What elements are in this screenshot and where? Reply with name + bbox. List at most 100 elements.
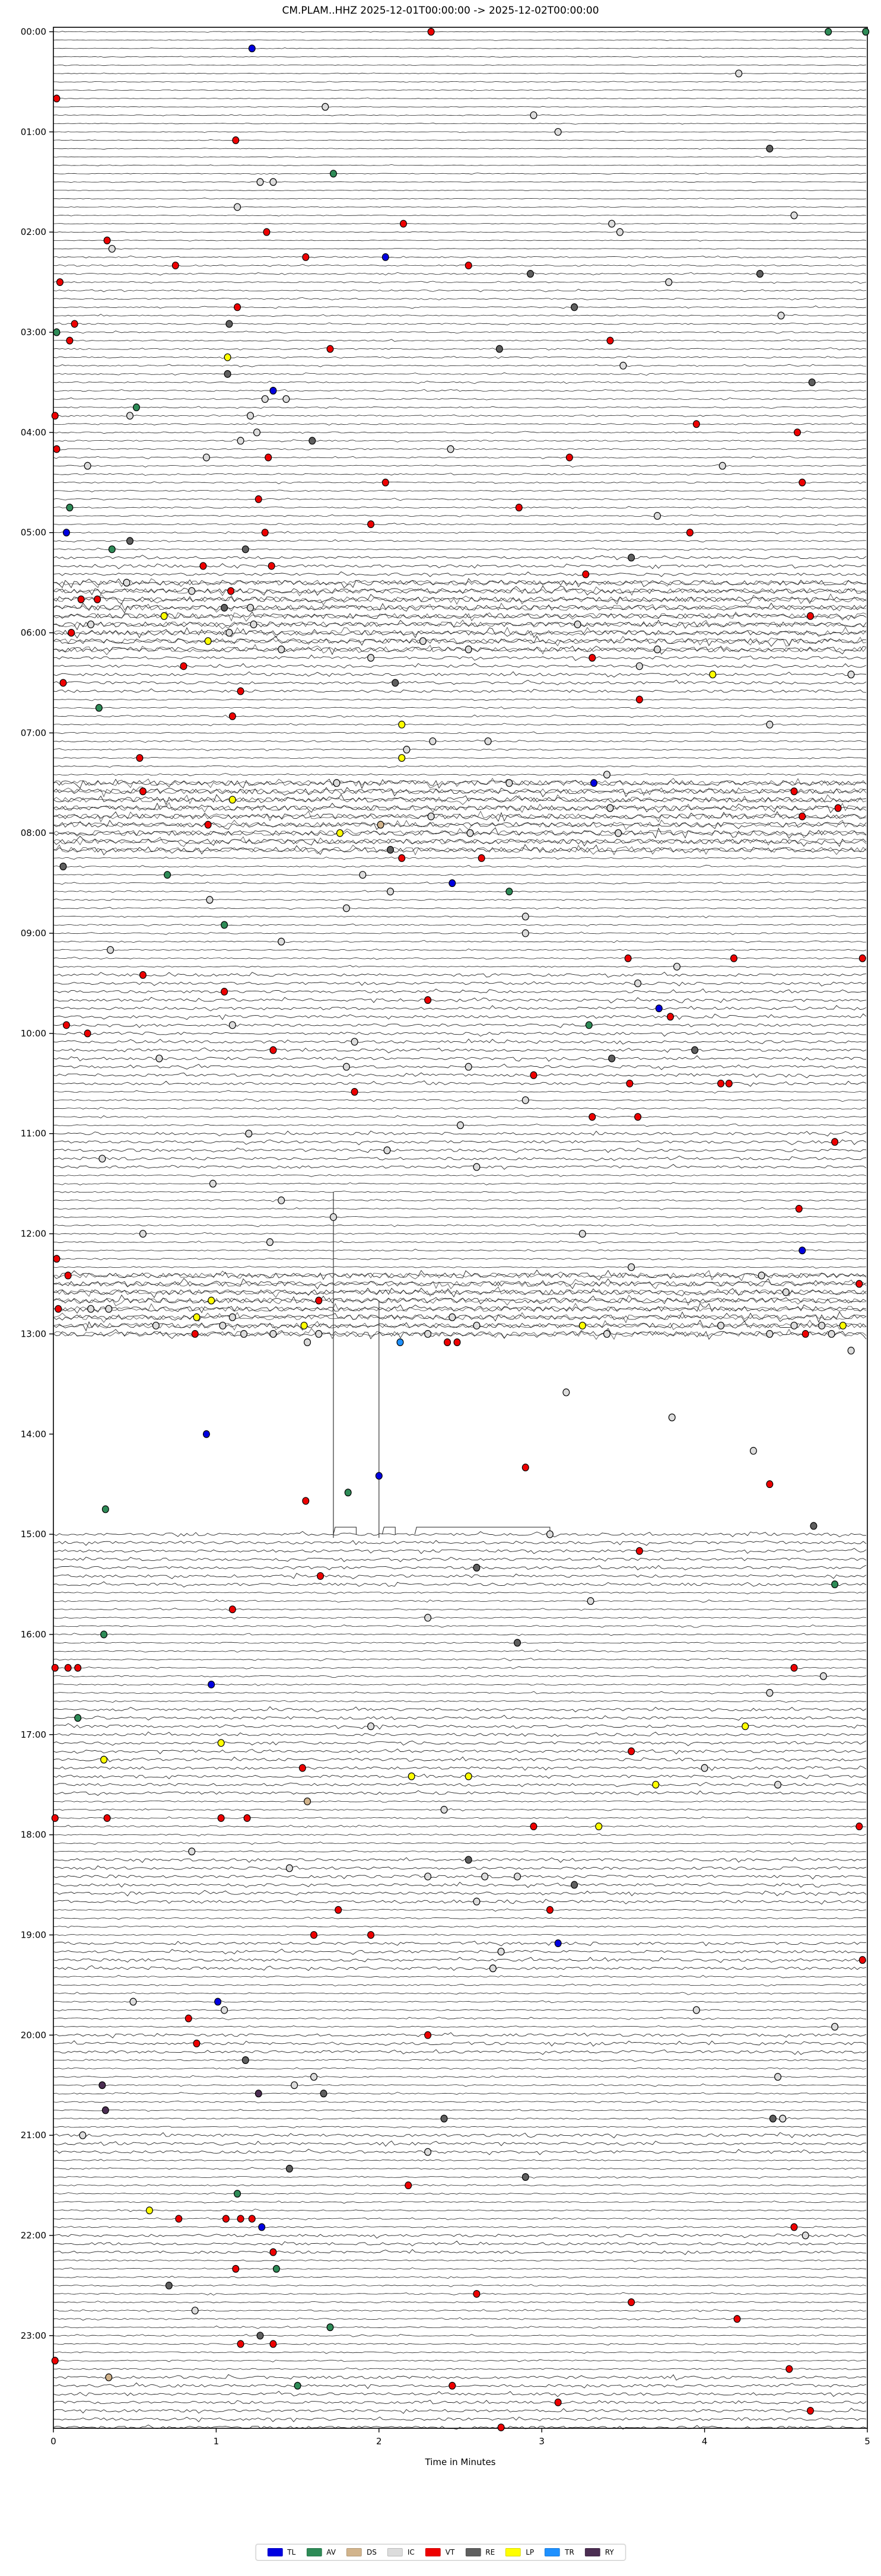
x-axis-label: Time in Minutes bbox=[425, 2457, 496, 2467]
event-marker-VT bbox=[103, 236, 111, 244]
trace-line bbox=[53, 1700, 867, 1703]
trace-line bbox=[53, 778, 867, 788]
trace-line bbox=[53, 1287, 867, 1299]
event-marker-LP bbox=[465, 1772, 472, 1780]
event-marker-VT bbox=[139, 787, 147, 796]
legend-item-RY: RY bbox=[584, 2548, 614, 2556]
event-marker-IC bbox=[692, 2006, 700, 2014]
event-marker-TL bbox=[269, 387, 277, 395]
trace-line bbox=[53, 836, 867, 847]
event-marker-VT bbox=[193, 2039, 201, 2047]
event-marker-VT bbox=[255, 495, 262, 503]
trace-line bbox=[53, 1782, 867, 1788]
legend-label: DS bbox=[366, 2548, 377, 2556]
trace-line bbox=[53, 1198, 867, 1203]
event-marker-RE bbox=[126, 537, 133, 545]
event-marker-VT bbox=[686, 529, 694, 537]
event-marker-VT bbox=[237, 2340, 244, 2348]
trace-line bbox=[53, 339, 867, 342]
legend-label: RE bbox=[485, 2548, 495, 2556]
trace-line bbox=[53, 2382, 867, 2389]
event-marker-VT bbox=[521, 1464, 529, 1472]
trace-line bbox=[53, 1591, 867, 1595]
trace-line bbox=[53, 1741, 867, 1747]
event-marker-IC bbox=[578, 1230, 586, 1238]
trace-line bbox=[53, 264, 867, 267]
event-marker-VT bbox=[62, 1021, 70, 1029]
event-marker-VT bbox=[453, 1338, 461, 1346]
event-marker-VT bbox=[515, 503, 523, 511]
trace-line bbox=[53, 2167, 867, 2170]
event-marker-IC bbox=[282, 395, 290, 403]
event-marker-IC bbox=[447, 445, 454, 453]
event-marker-VT bbox=[766, 1480, 774, 1489]
event-marker-VT bbox=[139, 971, 147, 979]
trace-line bbox=[53, 255, 867, 259]
event-marker-VT bbox=[635, 695, 643, 704]
event-marker-RE bbox=[571, 303, 578, 311]
legend-item-TR: TR bbox=[545, 2548, 574, 2556]
trace-line bbox=[53, 215, 867, 217]
legend-label: TL bbox=[287, 2548, 296, 2556]
trace-line bbox=[53, 1548, 867, 1554]
event-marker-VT bbox=[51, 412, 59, 420]
event-marker-VT bbox=[624, 954, 632, 962]
legend-swatch-TL bbox=[267, 2548, 283, 2556]
trace-line bbox=[53, 1925, 867, 1928]
event-marker-VT bbox=[725, 1079, 733, 1087]
trace-line bbox=[53, 164, 867, 167]
event-marker-VT bbox=[589, 1113, 596, 1121]
event-marker-VT bbox=[53, 445, 61, 453]
y-tick-label: 04:00 bbox=[21, 427, 46, 438]
trace-line bbox=[53, 89, 867, 91]
trace-line bbox=[53, 965, 867, 968]
trace-line bbox=[53, 2342, 867, 2346]
event-marker-RE bbox=[756, 270, 764, 278]
trace-line bbox=[53, 1633, 867, 1636]
y-tick-label: 13:00 bbox=[21, 1328, 46, 1339]
trace-line bbox=[53, 56, 867, 58]
event-marker-AV bbox=[831, 1580, 839, 1589]
trace-line bbox=[53, 148, 867, 150]
trace-line bbox=[53, 155, 866, 158]
event-marker-RY bbox=[101, 2106, 109, 2114]
trace-line bbox=[53, 1130, 867, 1137]
trace-line bbox=[53, 2292, 867, 2296]
event-marker-VT bbox=[217, 1814, 225, 1822]
trace-line bbox=[53, 2059, 867, 2062]
trace-line bbox=[53, 1005, 867, 1012]
event-marker-LP bbox=[300, 1321, 308, 1330]
event-marker-IC bbox=[129, 1998, 137, 2006]
trace-line bbox=[53, 97, 867, 100]
event-marker-VT bbox=[191, 1330, 199, 1338]
trace-line bbox=[53, 1581, 867, 1588]
trace-line bbox=[53, 1624, 867, 1628]
trace-line bbox=[53, 239, 867, 241]
event-marker-RE bbox=[766, 144, 774, 152]
trace-line bbox=[53, 2067, 867, 2070]
trace-line bbox=[53, 586, 867, 597]
event-marker-VT bbox=[589, 654, 596, 662]
event-marker-IC bbox=[304, 1338, 311, 1346]
event-marker-AV bbox=[164, 871, 171, 879]
event-marker-IC bbox=[98, 1155, 106, 1163]
event-marker-VT bbox=[473, 2289, 481, 2298]
trace-line bbox=[53, 1808, 867, 1811]
event-marker-IC bbox=[465, 645, 472, 654]
y-tick-label: 21:00 bbox=[21, 2130, 46, 2141]
trace-line bbox=[53, 844, 867, 856]
trace-line bbox=[53, 1270, 867, 1281]
trace-line bbox=[53, 644, 867, 656]
trace-line bbox=[53, 1983, 867, 1987]
trace-line bbox=[53, 364, 867, 367]
trace-line bbox=[53, 593, 867, 606]
event-marker-AV bbox=[505, 888, 513, 896]
trace-line bbox=[53, 1842, 866, 1845]
trace-line bbox=[53, 948, 867, 952]
event-marker-VT bbox=[221, 988, 228, 996]
event-marker-VT bbox=[582, 570, 590, 578]
event-marker-RE bbox=[495, 345, 503, 353]
event-marker-IC bbox=[351, 1038, 358, 1046]
trace-line bbox=[53, 1908, 867, 1912]
event-marker-AV bbox=[234, 2190, 241, 2198]
